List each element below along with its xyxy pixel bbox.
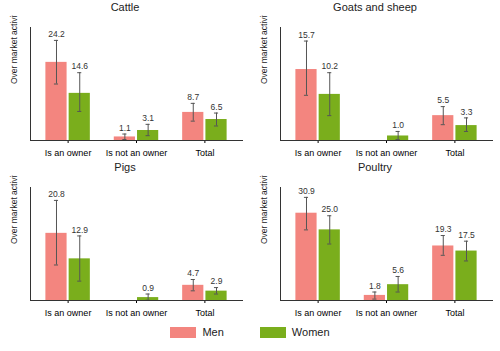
svg-text:2.9: 2.9 xyxy=(211,276,223,286)
svg-text:Is an owner: Is an owner xyxy=(295,148,342,158)
svg-text:20.8: 20.8 xyxy=(48,189,65,199)
svg-text:Over market activities (%): Over market activities (%) xyxy=(9,175,19,244)
html-text:Women: Women xyxy=(291,325,330,338)
svg-text:30.9: 30.9 xyxy=(298,186,315,196)
svg-text:3.1: 3.1 xyxy=(142,113,154,123)
svg-text:4.7: 4.7 xyxy=(187,268,199,278)
svg-text:15.7: 15.7 xyxy=(298,30,315,40)
html-text:Men: Men xyxy=(202,325,224,338)
svg-text:Is not an owner: Is not an owner xyxy=(106,148,168,158)
html-text:Poultry: Poultry xyxy=(357,161,393,173)
svg-text:Total: Total xyxy=(195,148,214,158)
svg-text:Is not an owner: Is not an owner xyxy=(106,308,168,318)
svg-text:Over market activities (%): Over market activities (%) xyxy=(259,15,269,84)
svg-text:Is an owner: Is an owner xyxy=(295,308,342,318)
svg-text:Is an owner: Is an owner xyxy=(45,148,92,158)
svg-text:6.5: 6.5 xyxy=(211,102,223,112)
svg-text:Total: Total xyxy=(445,308,464,318)
svg-text:25.0: 25.0 xyxy=(321,204,338,214)
svg-text:Is an owner: Is an owner xyxy=(45,308,92,318)
html-text:Goats and sheep: Goats and sheep xyxy=(333,1,417,13)
svg-text:12.9: 12.9 xyxy=(71,225,88,235)
html-text:Pigs: Pigs xyxy=(114,161,136,173)
svg-text:1.0: 1.0 xyxy=(392,120,404,130)
svg-text:Total: Total xyxy=(195,308,214,318)
html-text:Cattle: Cattle xyxy=(110,1,140,13)
svg-text:Over market activities (%): Over market activities (%) xyxy=(259,175,269,244)
svg-text:19.3: 19.3 xyxy=(435,224,452,234)
svg-text:0.9: 0.9 xyxy=(142,283,154,293)
svg-text:8.7: 8.7 xyxy=(187,92,199,102)
svg-text:10.2: 10.2 xyxy=(321,61,338,71)
svg-text:5.6: 5.6 xyxy=(392,265,404,275)
svg-text:14.6: 14.6 xyxy=(71,61,88,71)
svg-text:3.3: 3.3 xyxy=(461,107,473,117)
svg-text:17.5: 17.5 xyxy=(458,230,475,240)
svg-text:1.1: 1.1 xyxy=(119,123,131,133)
svg-text:5.5: 5.5 xyxy=(437,95,449,105)
svg-text:24.2: 24.2 xyxy=(48,29,65,39)
svg-text:Is not an owner: Is not an owner xyxy=(356,148,418,158)
svg-text:Over market activities (%): Over market activities (%) xyxy=(9,15,19,84)
svg-text:1.8: 1.8 xyxy=(369,281,381,291)
svg-text:Total: Total xyxy=(445,148,464,158)
svg-text:Is not an owner: Is not an owner xyxy=(356,308,418,318)
